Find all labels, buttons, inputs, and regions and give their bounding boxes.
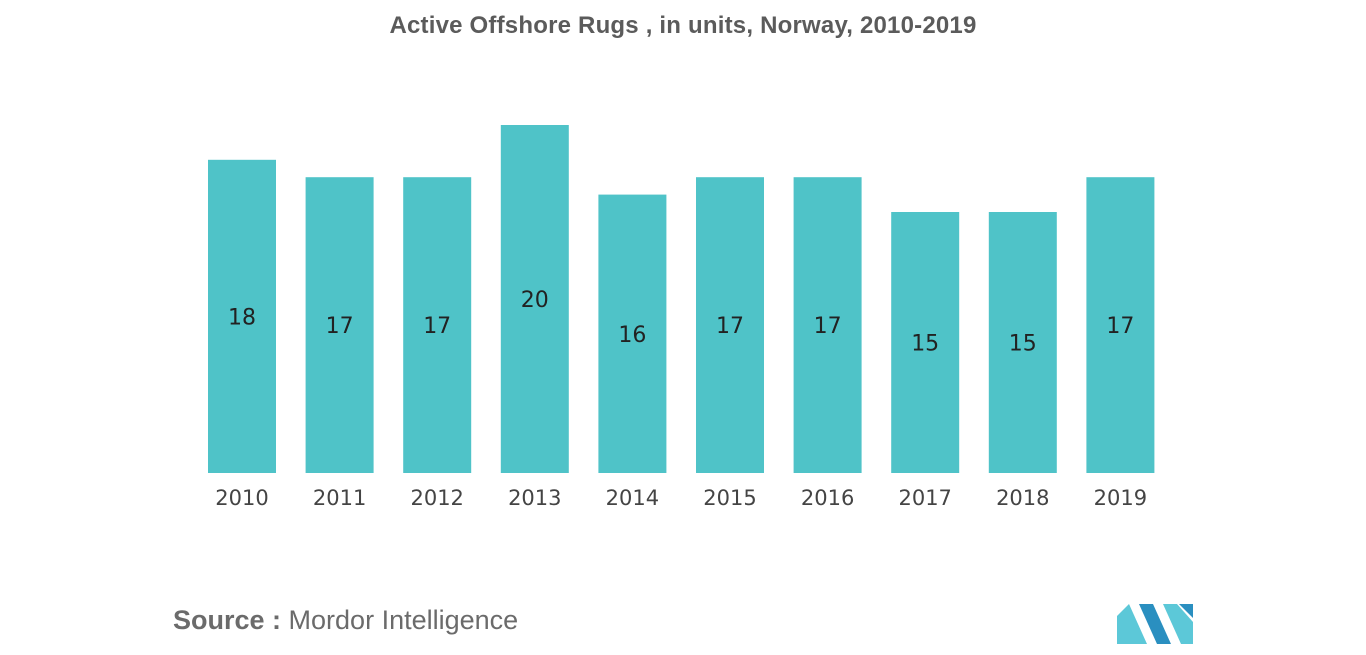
x-tick-label-2013: 2013 [508,486,561,510]
bar-2018 [988,212,1057,473]
x-tick-label-2019: 2019 [1094,486,1147,510]
x-tick-label-2014: 2014 [606,486,659,510]
bar-2015 [696,177,764,473]
logo-shape-right-dark [1179,604,1193,618]
x-tick-label-2011: 2011 [313,486,366,510]
bar-2013 [500,125,569,473]
bar-2014 [598,194,667,473]
data-label-2016: 17 [814,314,842,339]
data-label-2015: 17 [716,314,744,339]
logo-shape-left [1117,604,1147,644]
x-tick-label-2012: 2012 [410,486,463,510]
chart-title: Active Offshore Rugs , in units, Norway,… [389,12,977,39]
data-label-2013: 20 [521,288,549,313]
data-label-2017: 15 [911,332,939,357]
x-tick-label-2016: 2016 [801,486,854,510]
data-label-2011: 17 [326,314,354,339]
bar-2019 [1086,177,1155,473]
logo-shape-right [1163,604,1193,644]
mordor-intelligence-logo-icon [1117,604,1193,644]
data-label-2010: 18 [228,305,256,330]
source-note: Source : Mordor Intelligence [173,605,518,636]
source-label: Source : [173,605,282,635]
data-label-2014: 16 [618,323,646,348]
bar-2017 [891,212,960,473]
data-label-2018: 15 [1009,332,1037,357]
logo-shape-middle [1139,604,1171,644]
data-label-2012: 17 [423,314,451,339]
bar-2011 [305,177,374,473]
bar-2012 [403,177,472,473]
x-tick-label-2010: 2010 [215,486,268,510]
x-tick-label-2017: 2017 [898,486,951,510]
x-tick-label-2018: 2018 [996,486,1049,510]
source-text: Mordor Intelligence [288,605,519,635]
bar-2016 [793,177,862,473]
bar-chart: 18 2010 17 2011 17 2012 20 2013 16 2014 17 2015 17 20… [208,125,1155,510]
bar-2010 [208,159,276,474]
data-label-2019: 17 [1106,314,1134,339]
x-tick-label-2015: 2015 [703,486,756,510]
